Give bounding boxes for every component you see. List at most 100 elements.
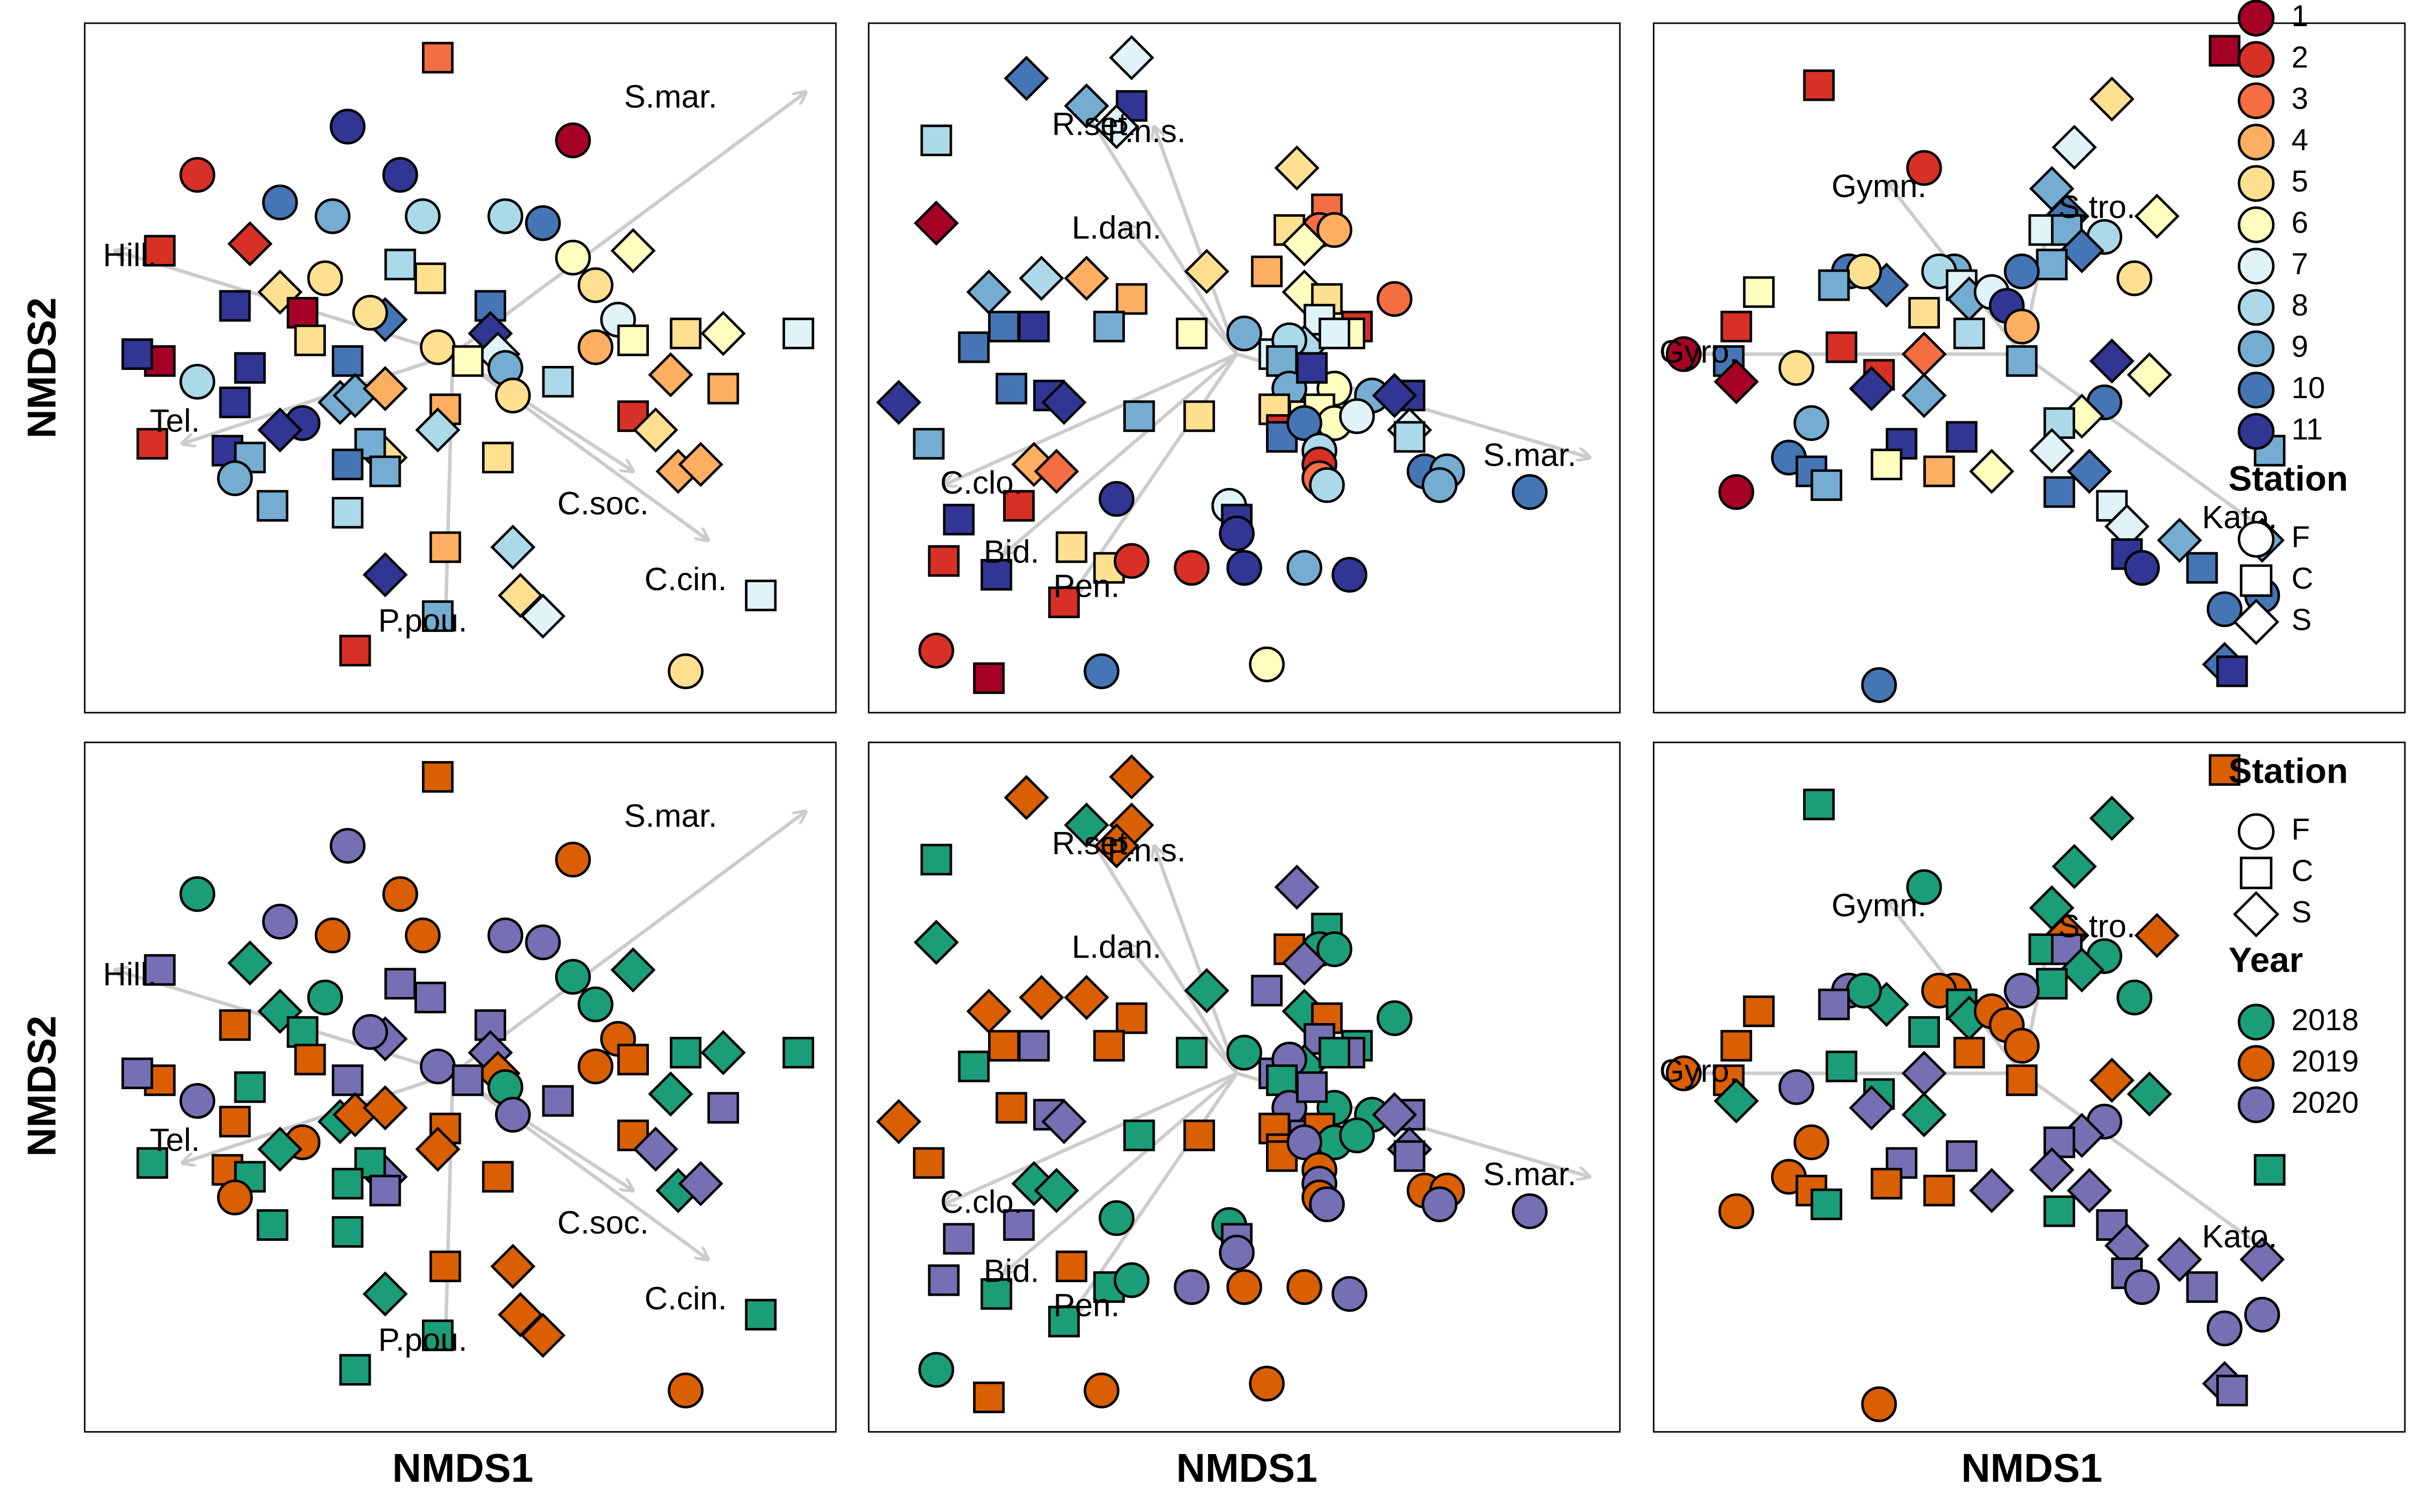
data-point-square [136,428,168,460]
vector-label: C.cin. [644,561,727,597]
data-point-square [294,1043,326,1076]
vector-arrow [1124,942,1238,1075]
data-point-square [2043,1195,2075,1227]
legend-station-label: C [2291,854,2313,888]
vector-arrow [944,352,1238,485]
vector-arrow [1004,1072,1238,1274]
legend-month-label: 7 [2291,247,2308,281]
data-point-square [542,365,574,398]
data-point-circle [179,1083,215,1119]
panel-month-1: S.mar. Hill. Tel. C.soc. C.cin. P.pou. [84,22,837,714]
data-point-square [482,1161,514,1193]
data-point-diamond [876,380,922,425]
data-point-diamond [1034,449,1079,494]
data-point-square [1908,1016,1940,1048]
vector-label: P.n.s. [1108,113,1186,149]
legend-month-swatch [2237,165,2275,202]
data-point-diamond [1274,145,1320,191]
data-point-square [1818,988,1850,1021]
panel-frame [868,22,1621,714]
data-point-square [1953,318,1985,349]
vector-label: Gymn. [1832,168,1926,204]
data-point-square [1743,995,1775,1027]
panels: S.mar. Hill. Tel. C.soc. C.cin. P.pou. S.mar. C… [84,22,2406,1433]
data-point-diamond [1018,256,1064,301]
data-point-square [286,1016,319,1048]
data-point-circle [1174,1269,1210,1305]
data-point-circle [405,198,441,234]
data-point-circle [179,876,215,912]
data-point-circle [668,653,704,689]
data-point-circle [577,986,614,1023]
vector-label: S.tro. [2059,908,2136,944]
vector-label: Bid. [984,1252,1039,1289]
data-point-circle [487,917,523,954]
legend-year-swatch [2237,1045,2275,1082]
data-point-diamond [2051,124,2097,170]
vector-label: C.cin. [644,1280,727,1316]
data-point-square [234,352,266,384]
data-point-circle [1846,253,1882,289]
data-point-circle [1286,1269,1322,1305]
data-point-square [332,345,364,377]
data-point-square [339,635,371,667]
data-point-circle [307,260,343,296]
vector-label: P.pou. [378,1321,467,1358]
data-point-square [1923,455,1955,487]
vector-arrow [1154,846,1239,1074]
legend-station-swatch [2240,856,2273,890]
data-point-diamond [227,940,273,986]
data-point-square [920,124,952,156]
data-point-square [1055,1250,1087,1283]
data-point-square [1116,1002,1147,1034]
data-point-square [995,1092,1027,1124]
data-point-diamond [1041,380,1087,425]
data-point-square [257,490,288,522]
data-point-diamond [2051,844,2097,890]
data-point-circle [1718,474,1754,510]
data-point-circle [2124,1269,2160,1305]
data-point-diamond [648,352,693,398]
data-point-circle [1778,1069,1814,1105]
legend-month-label: 1 [2291,0,2308,33]
y-axis-label-top: NMDS2 [19,297,64,438]
legend-year-swatch [2237,1003,2275,1041]
data-point-square [2209,35,2241,67]
data-point-square [1123,400,1155,432]
data-point-square [2216,655,2248,687]
station-year-legend: Station FCS Year 2018 2019 2020 [2228,751,2358,1123]
data-point-circle [555,122,591,159]
data-point-circle [1906,150,1942,186]
data-point-square [144,954,176,986]
vector-arrow [1004,352,1238,554]
legend-month-swatch [2237,206,2275,243]
data-point-circle [1226,1269,1262,1305]
data-point-circle [1114,543,1150,579]
data-point-square [257,1209,288,1241]
data-point-square [136,1147,168,1179]
data-point-diamond [2089,338,2135,384]
data-point-square [782,318,814,349]
panel-frame [868,741,1621,1433]
data-point-square [973,1381,1005,1413]
data-point-diamond [1282,940,1327,986]
data-point-circle [315,198,351,234]
data-point-diamond [1018,975,1064,1020]
data-point-square [542,1085,574,1117]
data-point-square [980,559,1012,591]
data-point-square [1003,1209,1035,1241]
data-point-square [943,503,975,536]
data-point-square [1394,1140,1426,1172]
data-point-diamond [1714,359,1759,405]
data-point-diamond [2089,1057,2135,1103]
data-point-circle [1376,281,1413,317]
panel-frame [1653,22,2406,714]
vector-label: Bid. [984,533,1039,570]
data-point-circle [1316,931,1353,967]
data-point-square [1003,490,1035,522]
data-point-diamond [1372,372,1417,418]
data-point-circle [1718,1193,1754,1229]
data-point-square [482,442,514,474]
data-point-circle [2206,591,2243,627]
data-point-square [144,235,176,267]
